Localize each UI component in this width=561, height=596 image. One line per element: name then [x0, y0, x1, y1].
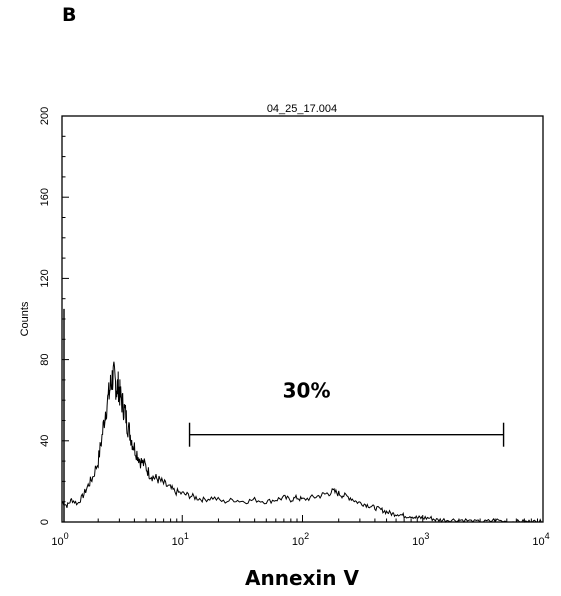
y-tick-label: 40: [39, 435, 51, 447]
x-tick-exponent: 0: [64, 531, 69, 541]
x-tick-exponent: 1: [184, 531, 189, 541]
x-tick-exponent: 3: [424, 531, 429, 541]
plot-frame: [61, 115, 544, 523]
x-tick-label: 100: [51, 531, 68, 548]
x-tick-label: 103: [412, 531, 429, 548]
x-tick-label: 101: [172, 531, 189, 548]
y-tick-label: 120: [39, 269, 51, 287]
y-tick-label: 200: [39, 107, 51, 125]
x-tick-label: 102: [292, 531, 309, 548]
x-tick-exponent: 4: [545, 531, 550, 541]
x-tick-base: 10: [292, 536, 304, 548]
x-tick-labels: 100 101 102 103 104: [51, 531, 549, 548]
y-tick-labels: 0 40 80 120 160 200: [39, 107, 51, 525]
x-tick-label: 104: [532, 531, 549, 548]
minor-ticks: [61, 115, 544, 523]
panel-letter: B: [62, 4, 77, 26]
x-tick-base: 10: [412, 536, 424, 548]
x-tick-exponent: 2: [304, 531, 309, 541]
y-axis-label: Counts: [19, 301, 31, 336]
x-tick-base: 10: [172, 536, 184, 548]
y-tick-label: 80: [39, 353, 51, 365]
gate-percent-label: 30%: [283, 379, 331, 403]
gate-marker: 30%: [188, 379, 505, 447]
x-tick-base: 10: [532, 536, 544, 548]
y-tick-label: 160: [39, 188, 51, 206]
chart-title: 04_25_17.004: [267, 103, 337, 115]
histogram-series-line: [61, 361, 543, 523]
y-tick-label: 0: [39, 519, 51, 525]
x-tick-base: 10: [51, 536, 63, 548]
x-axis-label: Annexin V: [245, 566, 359, 590]
